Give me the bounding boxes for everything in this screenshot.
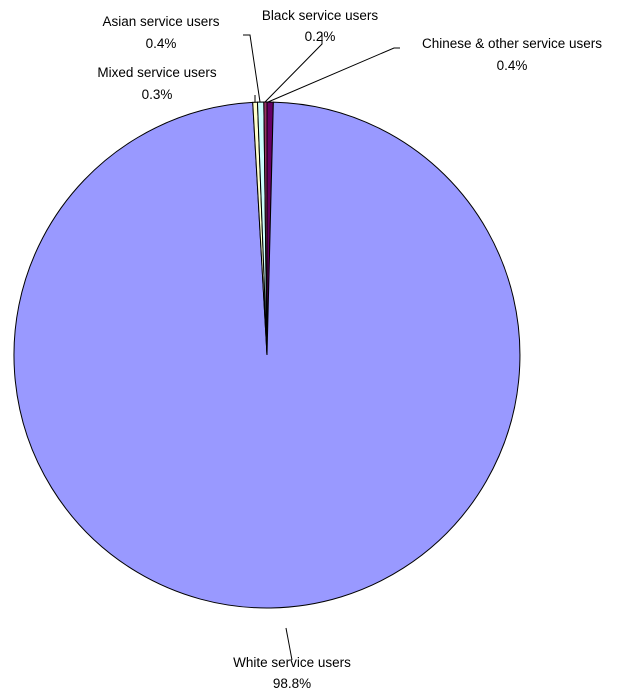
slice-value-black: 0.2%: [305, 29, 336, 44]
slice-label-mixed: Mixed service users: [97, 65, 217, 80]
slice-value-asian: 0.4%: [146, 36, 177, 51]
leader-line-black: [264, 34, 323, 103]
slice-label-asian: Asian service users: [102, 14, 219, 29]
slice-value-white: 98.8%: [273, 676, 311, 691]
leader-line-chinese: [267, 47, 400, 103]
slice-label-white: White service users: [233, 655, 351, 670]
slice-value-mixed: 0.3%: [142, 87, 173, 102]
slice-value-chinese: 0.4%: [497, 58, 528, 73]
leader-lines: [243, 34, 400, 661]
leader-line-asian: [243, 34, 261, 103]
slice-label-black: Black service users: [262, 8, 379, 23]
slice-label-chinese: Chinese & other service users: [422, 36, 602, 51]
leader-line-white: [285, 627, 293, 661]
pie-slice-white: [13, 101, 521, 609]
pie-slices: [13, 101, 521, 609]
